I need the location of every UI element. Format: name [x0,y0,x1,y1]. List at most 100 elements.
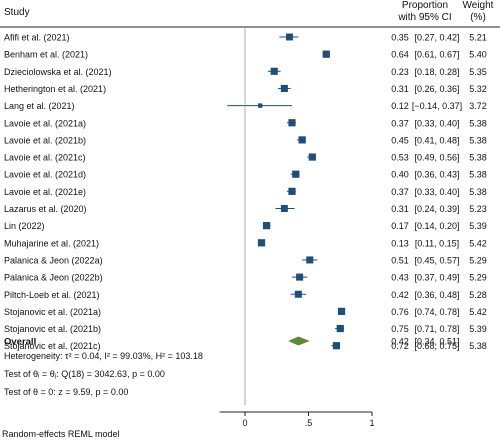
study-row: Lazarus et al. (2020) 0.31 [0.24, 0.39] 5.2… [4,204,487,214]
ci-value: [0.71, 0.78] [414,324,459,334]
study-marker [308,153,316,161]
study-row: Dzieciolowska et al. (2021) 0.23 [0.18, 0.… [4,67,487,77]
study-row: Muhajarine et al. (2021) 0.13 [0.11, 0.15]… [4,238,487,248]
study-marker [270,67,278,75]
study-name: Stojanovic et al. (2021b) [4,324,101,334]
estimate-value: 0.31 [391,204,409,214]
ci-value: [0.49, 0.56] [414,153,459,163]
estimate-value: 0.45 [391,135,409,145]
estimate-value: 0.64 [391,50,409,60]
study-row: Benham et al. (2021) 0.64 [0.61, 0.67] 5.40 [4,50,487,60]
study-marker [285,33,293,41]
study-name: Lin (2022) [4,221,45,231]
estimate-value: 0.23 [391,67,409,77]
estimate-value: 0.13 [391,238,409,248]
study-row: Palanica & Jeon (2022a) 0.51 [0.45, 0.57] 5… [4,255,487,265]
header-ci: with 95% CI [397,12,451,23]
column-headers: Study Proportion with 95% CI Weight (%) [4,0,494,23]
overall-label: Overall [4,337,36,348]
x-axis: 0.5 1 [219,28,375,428]
ci-value: [0.18, 0.28] [414,67,459,77]
ci-value: [0.74, 0.78] [414,307,459,317]
study-marker [280,205,288,212]
weight-value: 5.38 [469,135,487,145]
weight-value: 5.21 [469,33,487,43]
weight-value: 5.38 [469,118,487,128]
weight-value: 5.38 [469,170,487,180]
ci-value: [0.11, 0.15] [415,238,459,248]
estimate-value: 0.37 [391,118,409,128]
study-row: Stojanovic et al. (2021a) 0.76 [0.74, 0.78… [4,307,487,317]
study-marker [332,342,341,350]
header-weight-unit: (%) [470,12,486,23]
weight-value: 5.38 [469,153,487,163]
study-name: Lavoie et al. (2021a) [4,118,86,128]
weight-value: 5.39 [469,324,487,334]
estimate-value: 0.31 [391,84,409,94]
study-marker [288,119,296,127]
study-row: Afifi et al. (2021) 0.35 [0.27, 0.42] 5.21 [4,33,487,43]
estimate-value: 0.51 [391,255,409,265]
weight-value: 5.40 [469,50,487,60]
study-row: Lang et al. (2021) 0.12 [−0.14, 0.37] 3.72 [4,101,487,111]
weight-value: 5.32 [469,84,487,94]
header-weight: Weight [463,0,494,11]
estimate-value: 0.42 [391,290,409,300]
estimate-value: 0.40 [391,170,409,180]
study-row: Palanica & Jeon (2022b) 0.43 [0.37, 0.49] 5… [4,273,487,283]
overall-estimate: 0.42 [391,337,409,347]
estimate-value: 0.76 [391,307,409,317]
weight-value: 5.38 [469,341,487,351]
study-row: Lavoie et al. (2021b) 0.45 [0.41, 0.48] 5.3… [4,135,487,145]
estimate-value: 0.17 [391,221,409,231]
study-name: Lavoie et al. (2021c) [4,153,86,163]
weight-value: 5.28 [469,290,487,300]
weight-value: 5.29 [469,273,487,283]
estimate-value: 0.43 [391,273,409,283]
study-row: Lavoie et al. (2021d) 0.40 [0.36, 0.43] 5.3… [4,170,487,180]
study-row: Piltch-Loeb et al. (2021) 0.42 [0.36, 0.48… [4,290,487,300]
overall-ci: [0.34, 0.51] [414,337,459,347]
study-name: Muhajarine et al. (2021) [4,238,99,248]
ci-value: [0.26, 0.36] [414,84,459,94]
summary-stats: Heterogeneity: τ² = 0.04, I² = 99.03%, H… [4,351,203,397]
ci-value: [0.41, 0.48] [414,135,459,145]
estimate-value: 0.12 [391,101,409,111]
study-name: Palanica & Jeon (2022a) [4,255,103,265]
study-name: Dzieciolowska et al. (2021) [4,67,112,77]
study-row: Lavoie et al. (2021e) 0.37 [0.33, 0.40] 5.3… [4,187,487,197]
study-name: Stojanovic et al. (2021a) [4,307,101,317]
ci-value: [0.14, 0.20] [414,221,459,231]
weight-value: 5.42 [469,238,487,248]
study-name: Afifi et al. (2021) [4,33,70,43]
estimate-value: 0.37 [391,187,409,197]
ci-value: [0.36, 0.43] [414,170,459,180]
estimate-value: 0.53 [391,153,409,163]
study-name: Lang et al. (2021) [4,101,75,111]
weight-value: 5.39 [469,221,487,231]
weight-value: 5.38 [469,187,487,197]
ci-value: [0.37, 0.49] [414,273,459,283]
x-tick-label: 1 [369,418,374,428]
study-name: Benham et al. (2021) [4,50,88,60]
study-marker [288,187,296,195]
overall-diamond [288,336,310,346]
ci-value: [0.33, 0.40] [414,118,459,128]
model-footer: Random-effects REML model [2,429,120,439]
study-name: Lavoie et al. (2021e) [4,187,86,197]
ci-value: [0.36, 0.48] [414,290,459,300]
study-marker [294,290,302,298]
header-proportion: Proportion [402,0,448,11]
test-theta-0-text: Test of θ = 0: z = 9.59, p = 0.00 [4,387,128,397]
study-marker [306,256,314,264]
study-rows: Afifi et al. (2021) 0.35 [0.27, 0.42] 5.21 B… [4,33,487,352]
weight-value: 5.29 [469,255,487,265]
study-marker [337,307,346,316]
study-marker [296,273,304,281]
study-name: Hetherington et al. (2021) [4,84,106,94]
study-marker [292,170,300,178]
estimate-value: 0.75 [391,324,409,334]
study-name: Lavoie et al. (2021d) [4,170,86,180]
